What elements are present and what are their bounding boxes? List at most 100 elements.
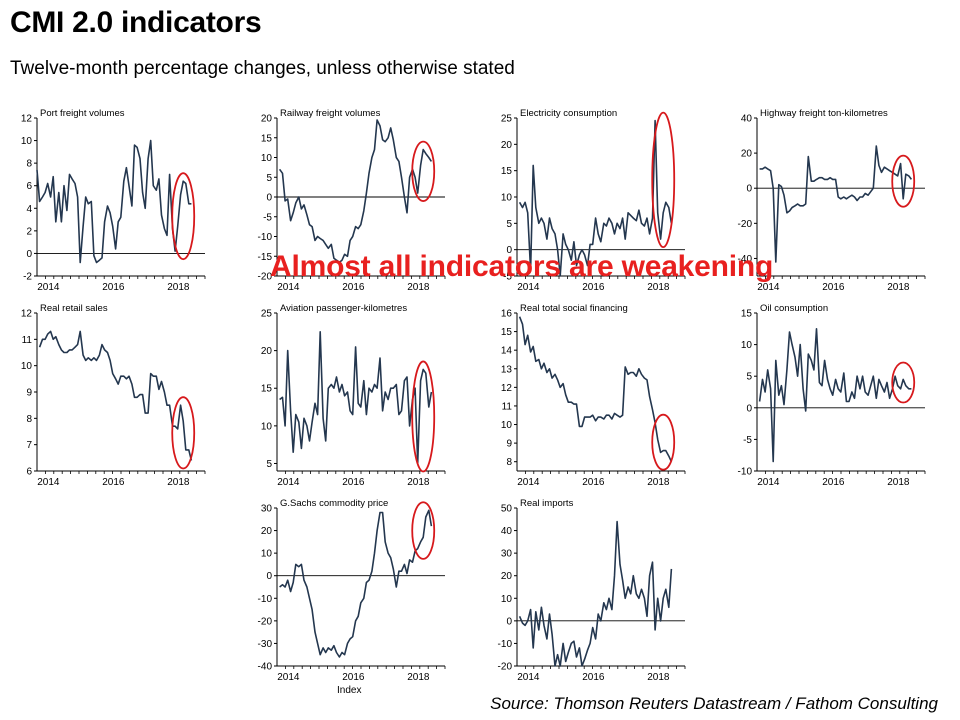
x-tick-label: 2018 — [647, 477, 670, 488]
x-tick-label: 2014 — [277, 282, 300, 293]
y-tick-label: -20 — [738, 219, 753, 230]
chart-panel: Port freight volumes -2 0 2 4 6 8 10 12 2014 2016 2… — [21, 108, 206, 293]
x-tick-label: 2014 — [757, 282, 780, 293]
y-tick-label: 13 — [501, 364, 513, 375]
x-tick-label: 2016 — [582, 672, 605, 683]
y-tick-label: 5 — [746, 372, 752, 383]
y-tick-label: 10 — [741, 340, 753, 351]
y-tick-label: 20 — [261, 346, 273, 357]
y-tick-label: 15 — [501, 327, 513, 338]
chart-title: Electricity consumption — [520, 108, 617, 119]
y-tick-label: -20 — [498, 662, 513, 673]
series-line — [758, 327, 912, 463]
y-tick-label: 15 — [261, 384, 273, 395]
highlight-circle — [411, 501, 436, 560]
y-tick-label: 10 — [21, 136, 33, 147]
y-tick-label: 11 — [22, 335, 33, 346]
x-tick-label: 2018 — [167, 477, 190, 488]
y-tick-label: -20 — [258, 616, 273, 627]
y-tick-label: 10 — [501, 594, 513, 605]
y-tick-label: -40 — [258, 662, 273, 673]
series-line — [518, 119, 673, 277]
x-tick-label: 2016 — [822, 282, 845, 293]
chart-panel: Real imports -20 -10 0 10 20 30 40 50 2014 2016 201… — [498, 498, 686, 683]
y-tick-label: 9 — [506, 439, 512, 450]
highlight-circle — [891, 154, 916, 208]
y-tick-label: 20 — [261, 114, 273, 125]
highlight-circle — [171, 396, 196, 470]
y-tick-label: -5 — [503, 272, 512, 283]
y-tick-label: 0 — [26, 249, 32, 260]
x-tick-label: 2016 — [102, 282, 125, 293]
chart-panel: Real total social financing 8 9 10 11 12 13 14 1… — [501, 303, 686, 488]
y-tick-label: 8 — [26, 159, 32, 170]
y-tick-label: 50 — [501, 504, 513, 515]
y-tick-label: 20 — [501, 140, 513, 151]
x-tick-label: 2016 — [582, 477, 605, 488]
y-tick-label: 10 — [261, 421, 273, 432]
y-tick-label: 9 — [26, 388, 32, 399]
y-tick-label: 11 — [502, 401, 513, 412]
y-tick-label: 6 — [26, 181, 32, 192]
x-tick-label: 2018 — [407, 282, 430, 293]
x-tick-label: 2018 — [407, 477, 430, 488]
highlight-circle — [651, 413, 676, 471]
series-line — [279, 509, 433, 658]
x-tick-label: 2018 — [887, 477, 910, 488]
annotation-callout: Almost all indicators are weakening — [270, 250, 774, 283]
y-tick-label: -20 — [258, 272, 273, 283]
y-tick-label: -10 — [738, 467, 753, 478]
series-line — [278, 119, 433, 264]
x-tick-label: 2014 — [757, 477, 780, 488]
page-title: CMI 2.0 indicators — [10, 6, 262, 39]
y-tick-label: 12 — [21, 114, 33, 125]
chart-panel: Real retail sales 6 7 8 9 10 11 12 2014 2016 2018 — [21, 303, 206, 488]
highlight-circle — [651, 111, 676, 249]
x-tick-label: 2016 — [342, 672, 365, 683]
x-tick-label: 2014 — [517, 477, 540, 488]
chart-title: Railway freight volumes — [280, 108, 381, 119]
x-tick-label: 2016 — [342, 477, 365, 488]
highlight-circle — [171, 172, 196, 261]
x-tick-label: 2016 — [102, 477, 125, 488]
y-tick-label: 20 — [501, 571, 513, 582]
y-tick-label: 15 — [261, 133, 273, 144]
x-tick-label: 2014 — [517, 672, 540, 683]
y-tick-label: -2 — [23, 272, 32, 283]
x-tick-label: 2014 — [277, 477, 300, 488]
y-tick-label: 8 — [26, 414, 32, 425]
x-tick-label: 2018 — [647, 282, 670, 293]
y-tick-label: 0 — [746, 184, 752, 195]
y-tick-label: -30 — [258, 639, 273, 650]
source-note: Source: Thomson Reuters Datastream / Fat… — [490, 694, 938, 713]
y-tick-label: 40 — [741, 114, 753, 125]
y-tick-label: 0 — [266, 193, 272, 204]
y-tick-label: 10 — [261, 153, 273, 164]
chart-panel: G.Sachs commodity price -40 -30 -20 -10 0 10 20… — [258, 498, 446, 696]
y-tick-label: 10 — [501, 420, 513, 431]
y-tick-label: 12 — [21, 309, 33, 320]
chart-title: Oil consumption — [760, 303, 828, 314]
chart-panel: Highway freight ton-kilometres -40 -20 0 20 4… — [738, 108, 926, 293]
x-tick-label: 2014 — [37, 282, 60, 293]
y-tick-label: 0 — [746, 403, 752, 414]
highlight-circle — [411, 140, 436, 202]
chart-title: Real imports — [520, 498, 574, 509]
y-tick-label: -10 — [258, 232, 273, 243]
chart-title: Aviation passenger-kilometres — [280, 303, 407, 314]
y-tick-label: 4 — [26, 204, 32, 215]
y-tick-label: 6 — [26, 467, 32, 478]
y-tick-label: 25 — [501, 114, 513, 125]
y-tick-label: 40 — [501, 526, 513, 537]
series-line — [36, 139, 192, 264]
y-tick-label: 10 — [261, 549, 273, 560]
y-tick-label: 14 — [501, 346, 513, 357]
x-tick-label: 2018 — [647, 672, 670, 683]
y-tick-label: -40 — [738, 254, 753, 265]
y-tick-label: 30 — [501, 549, 513, 560]
page-subtitle: Twelve-month percentage changes, unless … — [10, 58, 515, 79]
y-tick-label: -15 — [258, 252, 273, 263]
series-line — [759, 145, 913, 263]
y-tick-label: 15 — [501, 166, 513, 177]
